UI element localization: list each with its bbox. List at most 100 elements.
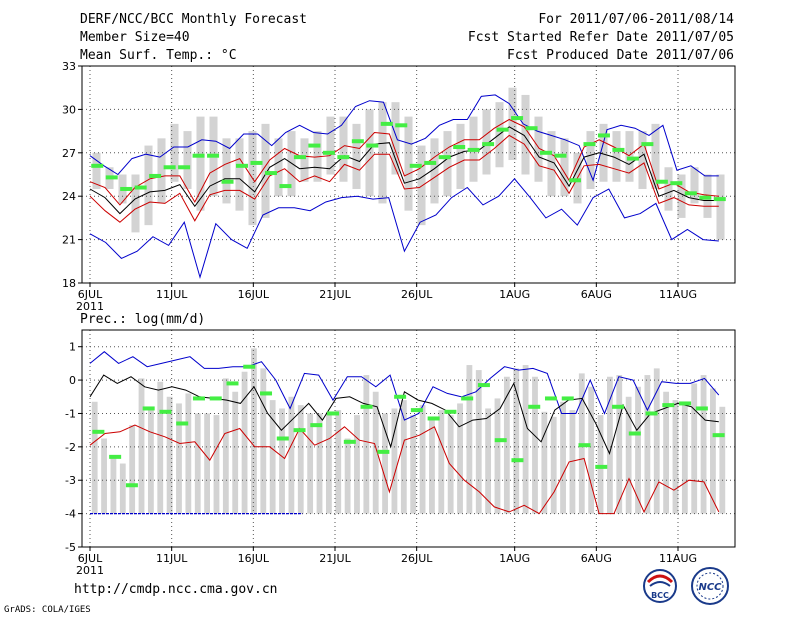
temp-spread-bar xyxy=(300,138,309,182)
prec-spread-bar xyxy=(635,386,641,514)
prec-obs-mark xyxy=(327,411,340,416)
prec-spread-bar xyxy=(522,365,529,514)
temp-spread-bar xyxy=(404,116,413,211)
prec-mean-line xyxy=(89,374,719,455)
prec-spread-bar xyxy=(204,413,210,514)
prec-obs-mark xyxy=(192,396,205,401)
temp-spread-bar xyxy=(144,145,153,226)
prec-obs-mark xyxy=(176,421,189,426)
temp-obs-mark xyxy=(236,163,249,168)
temp-obs-mark xyxy=(250,160,263,165)
temp-x-label: 21JUL xyxy=(319,288,351,301)
temp-obs-mark xyxy=(655,179,668,184)
variable-label: Mean Surf. Temp.: °C xyxy=(80,48,237,63)
prec-spread-bar xyxy=(588,386,595,514)
prec-spread-bar xyxy=(157,381,164,514)
temp-spread-bar xyxy=(131,174,140,233)
temp-obs-mark xyxy=(496,127,509,132)
prec-spread-bar xyxy=(410,415,417,514)
prec-spread-bar xyxy=(307,413,314,514)
prec-obs-mark xyxy=(276,436,289,441)
temp-spread-bar xyxy=(651,123,660,189)
prec-obs-mark xyxy=(209,396,222,401)
prec-spread-bar xyxy=(494,398,501,514)
prec-spread-bar xyxy=(429,416,435,514)
prec-obs-mark xyxy=(243,364,256,369)
temp-obs-mark xyxy=(380,121,393,126)
prec-obs-mark xyxy=(662,403,675,408)
temp-obs-mark xyxy=(149,173,162,178)
prec-x-label: 26JUL xyxy=(401,552,433,565)
prec-obs-mark xyxy=(494,438,507,443)
prec-spread-bar xyxy=(569,410,576,514)
prec-obs-mark xyxy=(293,428,306,433)
temp-obs-mark xyxy=(467,147,480,152)
temp-obs-mark xyxy=(134,185,147,190)
prec-obs-mark xyxy=(226,381,239,386)
temp-obs-mark xyxy=(264,171,277,176)
temp-obs-mark xyxy=(91,163,104,168)
temp-lower-line xyxy=(89,134,719,223)
prec-spread-bar xyxy=(185,393,192,514)
temp-x-label: 1AUG xyxy=(499,288,530,301)
temp-upper-line xyxy=(89,118,719,206)
temp-spread-bar xyxy=(183,131,192,189)
prec-spread-bar xyxy=(475,370,482,514)
temp-x-label: 26JUL xyxy=(401,288,433,301)
temp-spread-bar xyxy=(326,116,335,175)
temp-spread-bar xyxy=(716,174,725,240)
prec-spread-bar xyxy=(119,463,126,514)
prec-spread-bar xyxy=(354,415,360,514)
prec-obs-mark xyxy=(612,404,625,409)
prec-spread-bar xyxy=(251,348,257,514)
prec-obs-mark xyxy=(628,431,641,436)
grads-credit: GrADS: COLA/IGES xyxy=(4,605,91,615)
prec-spread-bar xyxy=(691,383,698,514)
prec-spread-bar xyxy=(710,388,716,514)
prec-spread-bar xyxy=(288,396,295,514)
prec-spread-bar xyxy=(419,405,426,514)
temp-spread-bar xyxy=(456,123,465,189)
temp-obs-mark xyxy=(163,165,176,170)
prec-y-label: -5 xyxy=(65,541,76,554)
temp-obs-mark xyxy=(207,153,220,158)
prec-spread-bar xyxy=(719,406,726,514)
prec-obs-mark xyxy=(561,396,574,401)
temp-spread-bar xyxy=(638,131,647,189)
temp-spread-bar xyxy=(482,109,491,175)
temp-spread-bar xyxy=(443,131,452,197)
bcc-logo: BCC xyxy=(643,569,677,603)
temp-obs-mark xyxy=(670,181,683,186)
prec-spread-bar xyxy=(279,408,285,514)
temp-x-label: 16JUL xyxy=(238,288,270,301)
prec-spread-bar xyxy=(466,365,473,514)
temp-obs-mark xyxy=(597,133,610,138)
temp-spread-bar xyxy=(391,102,400,175)
prec-spread-bar xyxy=(700,375,707,514)
prec-spread-bar xyxy=(363,375,370,514)
ncc-logo-text: NCC xyxy=(698,582,722,593)
prec-year-label: 2011 xyxy=(76,564,104,577)
prec-x-label: 11JUL xyxy=(156,552,188,565)
prec-spread-bar xyxy=(213,415,220,514)
prec-x-label: 21JUL xyxy=(319,552,351,565)
start-date: Fcst Started Refer Date 2011/07/05 xyxy=(467,30,734,45)
prec-obs-mark xyxy=(461,396,474,401)
temp-obs-mark xyxy=(540,150,553,155)
temp-spread-bar xyxy=(677,174,686,218)
prec-max-line xyxy=(89,351,720,421)
prec-spread-bar xyxy=(110,456,117,514)
temp-obs-mark xyxy=(308,143,321,148)
prec-spread-bar xyxy=(138,378,145,514)
temp-spread-bar xyxy=(521,94,530,175)
temp-obs-mark xyxy=(438,155,451,160)
prec-obs-mark xyxy=(343,439,356,444)
source-url[interactable]: http://cmdp.ncc.cma.gov.cn xyxy=(74,582,278,597)
prec-obs-mark xyxy=(410,408,423,413)
prec-spread-bar xyxy=(382,413,388,514)
temp-obs-mark xyxy=(279,184,292,189)
bcc-logo-text: BCC xyxy=(651,591,669,600)
prec-spread-bar xyxy=(550,416,557,514)
temp-obs-mark xyxy=(409,163,422,168)
prec-obs-mark xyxy=(360,404,373,409)
